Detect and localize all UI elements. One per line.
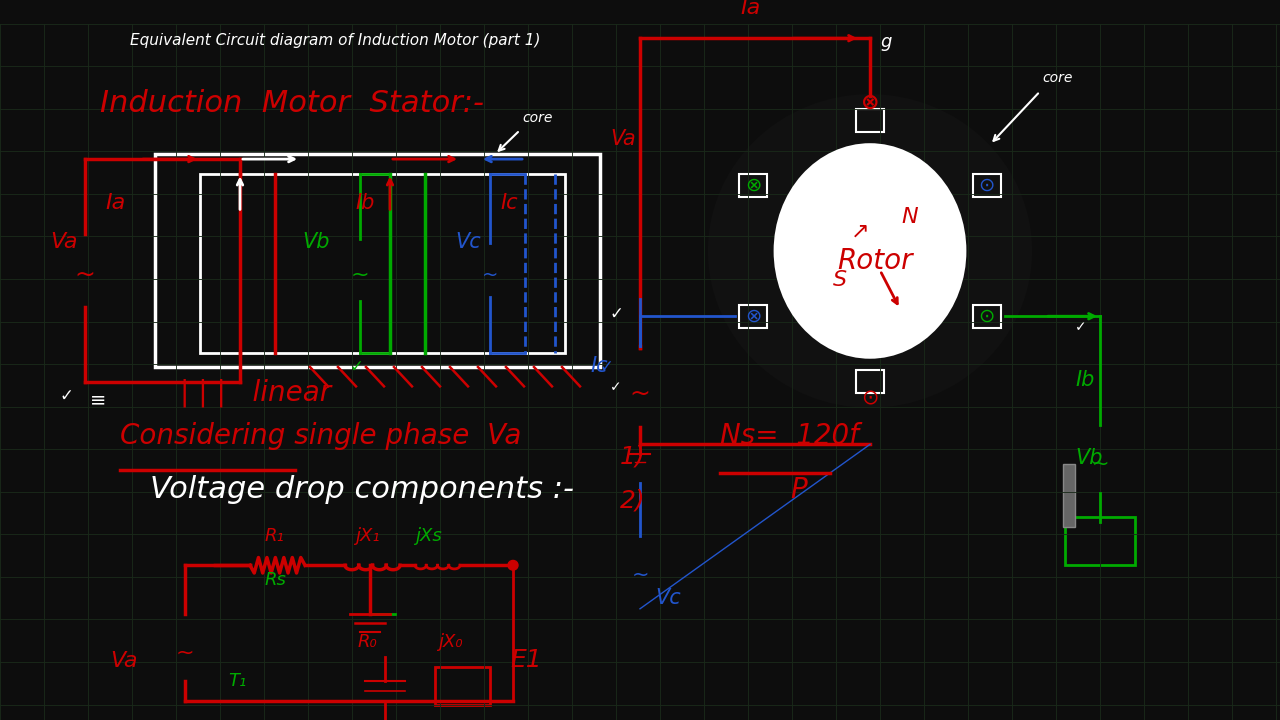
Text: ⊙: ⊙ [979, 307, 995, 325]
Text: ↗: ↗ [851, 222, 869, 242]
Text: ⊗: ⊗ [745, 307, 762, 325]
Text: jX₁: jX₁ [355, 527, 380, 545]
Text: Ic: Ic [590, 356, 608, 376]
Text: ~: ~ [481, 266, 498, 284]
Text: Ib: Ib [355, 193, 374, 213]
FancyBboxPatch shape [856, 370, 884, 393]
Bar [1062, 464, 1075, 526]
Text: ~: ~ [74, 263, 96, 287]
Text: Considering single phase  Va: Considering single phase Va [120, 423, 521, 451]
Text: ~: ~ [631, 565, 649, 585]
Text: ⊗: ⊗ [860, 93, 879, 113]
Text: Voltage drop components :-: Voltage drop components :- [150, 474, 573, 503]
Text: R₁: R₁ [265, 527, 284, 545]
Text: ~: ~ [630, 382, 650, 406]
Text: Ns=  120f: Ns= 120f [719, 423, 859, 451]
Text: Vc: Vc [454, 232, 481, 251]
FancyBboxPatch shape [739, 305, 767, 328]
Text: g: g [881, 33, 891, 51]
Text: R₀: R₀ [358, 634, 378, 652]
Text: Induction  Motor  Stator:-: Induction Motor Stator:- [100, 89, 484, 119]
Text: Ib: Ib [1075, 370, 1094, 390]
Text: ⊗: ⊗ [745, 176, 762, 195]
Text: Ia: Ia [105, 193, 125, 213]
Text: Rotor: Rotor [837, 247, 913, 274]
Text: ✓: ✓ [611, 380, 622, 394]
Text: Vc: Vc [655, 588, 681, 608]
Text: Ic: Ic [500, 193, 517, 213]
Text: core: core [522, 112, 553, 125]
Text: P: P [790, 476, 806, 503]
Text: Vb: Vb [1075, 448, 1102, 468]
Text: jXs: jXs [415, 527, 442, 545]
Ellipse shape [774, 145, 965, 357]
Text: ✓: ✓ [1075, 320, 1087, 334]
Bar [200, 174, 564, 353]
Text: core: core [1042, 71, 1073, 85]
Text: ✓: ✓ [60, 387, 74, 405]
Bar [1065, 517, 1135, 565]
Circle shape [508, 560, 518, 570]
Text: 2): 2) [620, 488, 645, 512]
Text: ⊙: ⊙ [979, 176, 995, 195]
Text: Va: Va [611, 129, 636, 148]
Text: ~: ~ [175, 642, 195, 662]
Text: ✓: ✓ [349, 358, 364, 376]
Text: Va: Va [50, 232, 78, 251]
Text: 1): 1) [620, 445, 645, 469]
FancyBboxPatch shape [856, 109, 884, 132]
Text: ⊙: ⊙ [861, 389, 879, 409]
Bar [155, 154, 600, 367]
Text: T₁: T₁ [228, 672, 246, 690]
Text: ≡: ≡ [90, 391, 106, 410]
Text: jX₀: jX₀ [438, 634, 462, 652]
Text: ✓: ✓ [600, 358, 614, 376]
FancyBboxPatch shape [739, 174, 767, 197]
Text: N: N [901, 207, 918, 227]
Text: | | |   linear: | | | linear [180, 379, 332, 408]
Text: Vb: Vb [302, 232, 329, 251]
Text: Rs: Rs [265, 571, 287, 589]
Text: ~: ~ [351, 265, 370, 285]
Text: ~: ~ [1092, 454, 1108, 474]
Circle shape [710, 96, 1030, 405]
FancyBboxPatch shape [973, 174, 1001, 197]
Text: Ia: Ia [740, 0, 760, 18]
Text: S: S [833, 270, 847, 290]
Text: E1: E1 [509, 648, 541, 672]
FancyBboxPatch shape [973, 305, 1001, 328]
Bar [435, 667, 490, 706]
Text: ✓: ✓ [611, 305, 623, 323]
Text: Equivalent Circuit diagram of Induction Motor (part 1): Equivalent Circuit diagram of Induction … [131, 33, 540, 48]
Text: Va: Va [110, 651, 137, 671]
